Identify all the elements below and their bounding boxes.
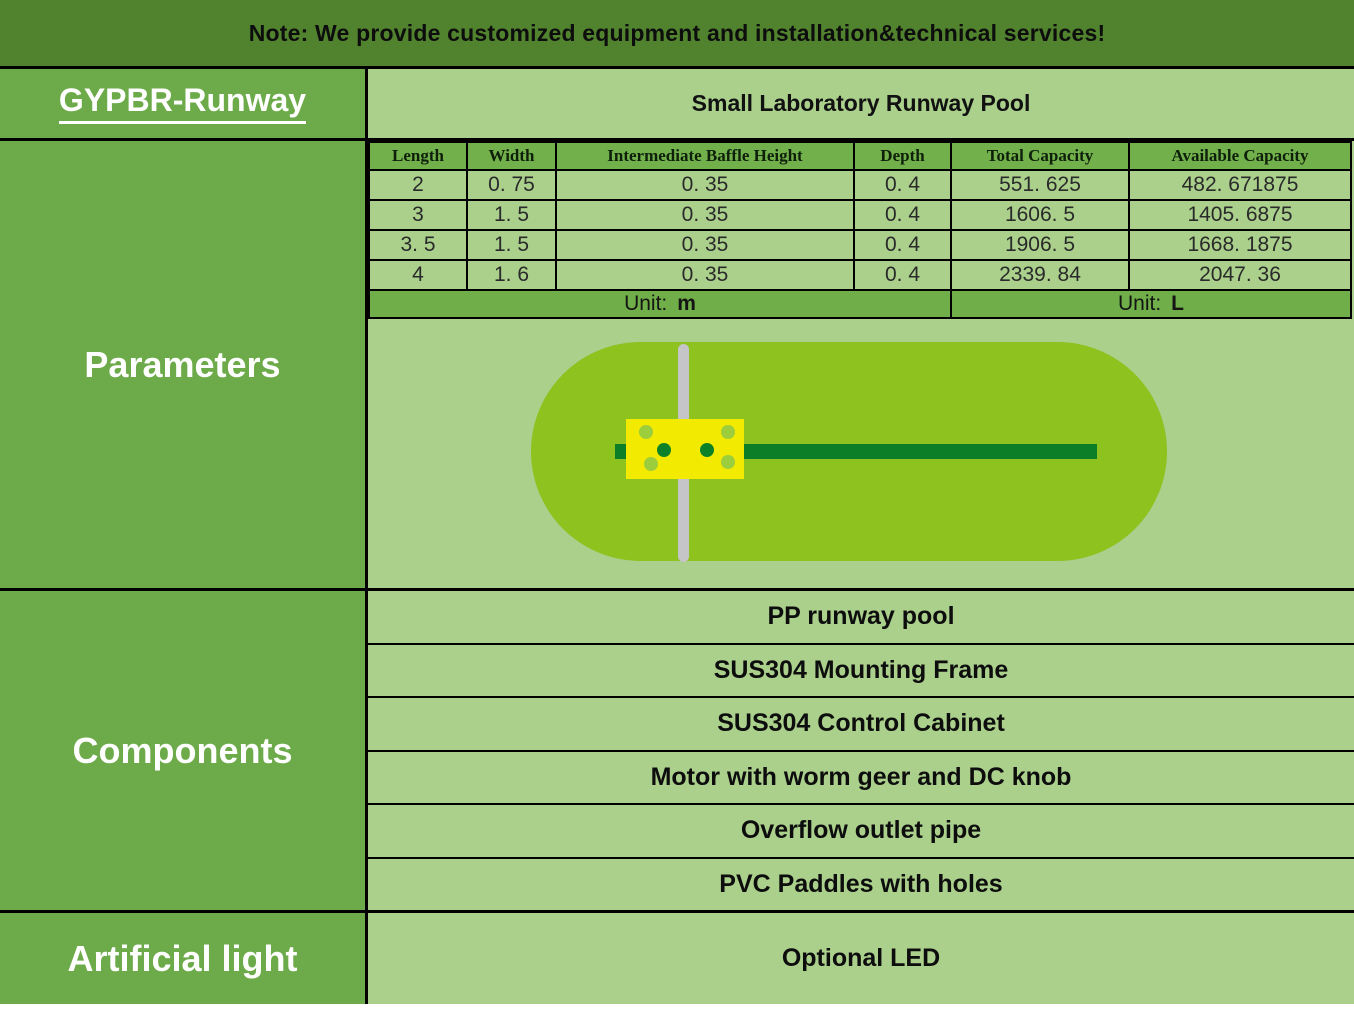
cell-length: 3 [368, 199, 468, 231]
table-row: 4 1. 6 0. 35 0. 4 2339. 84 2047. 36 [368, 259, 1352, 291]
col-header-baffle-height: Intermediate Baffle Height [555, 141, 855, 171]
unit-m-cell: Unit: m [368, 289, 952, 319]
cell-total-capacity: 1906. 5 [950, 229, 1130, 261]
artificial-light-label-cell: Artificial light [0, 913, 365, 1004]
model-name: GYPBR-Runway [58, 83, 307, 124]
components-row: Components PP runway pool SUS304 Mountin… [0, 591, 1354, 910]
parameters-label: Parameters [84, 343, 281, 385]
paddle-hole-dark [700, 443, 714, 457]
product-title: Small Laboratory Runway Pool [691, 90, 1031, 116]
component-row: SUS304 Control Cabinet [368, 698, 1354, 750]
component-label: SUS304 Control Cabinet [717, 709, 1005, 738]
parameters-table: Length Width Intermediate Baffle Height … [368, 141, 1352, 319]
bottom-strip [0, 1004, 1354, 1009]
component-row: SUS304 Mounting Frame [368, 644, 1354, 696]
artificial-light-label: Artificial light [67, 937, 298, 979]
col-header-available-capacity: Available Capacity [1128, 141, 1352, 171]
runway-pool-diagram [368, 319, 1354, 588]
table-header-row: Length Width Intermediate Baffle Height … [368, 141, 1352, 171]
model-name-cell: GYPBR-Runway [0, 69, 365, 138]
component-label: PVC Paddles with holes [719, 869, 1003, 898]
unit-l-value: L [1171, 292, 1184, 315]
components-label-cell: Components [0, 591, 365, 910]
cell-width: 1. 5 [466, 199, 557, 231]
col-header-width: Width [466, 141, 557, 171]
cell-baffle-height: 0. 35 [555, 169, 855, 201]
component-row: PP runway pool [368, 591, 1354, 643]
cell-depth: 0. 4 [853, 259, 952, 291]
artificial-light-row: Artificial light Optional LED [0, 913, 1354, 1004]
cell-length: 4 [368, 259, 468, 291]
artificial-light-value-cell: Optional LED [368, 913, 1354, 1004]
component-label: SUS304 Mounting Frame [713, 655, 1009, 684]
paddle-hole [721, 455, 735, 469]
unit-l-label: Unit: [1117, 292, 1162, 315]
unit-m-value: m [677, 292, 696, 315]
cell-baffle-height: 0. 35 [555, 259, 855, 291]
component-row: PVC Paddles with holes [368, 858, 1354, 910]
cell-length: 3. 5 [368, 229, 468, 261]
table-row: 3. 5 1. 5 0. 35 0. 4 1906. 5 1668. 1875 [368, 229, 1352, 261]
component-label: Overflow outlet pipe [740, 816, 982, 845]
unit-row: Unit: m Unit: L [368, 289, 1352, 319]
cell-available-capacity: 1405. 6875 [1128, 199, 1352, 231]
components-list: PP runway pool SUS304 Mounting Frame SUS… [368, 591, 1354, 910]
components-label: Components [72, 729, 293, 771]
cell-total-capacity: 1606. 5 [950, 199, 1130, 231]
cell-depth: 0. 4 [853, 229, 952, 261]
product-title-cell: Small Laboratory Runway Pool [368, 69, 1354, 138]
parameters-label-cell: Parameters [0, 141, 365, 588]
col-header-total-capacity: Total Capacity [950, 141, 1130, 171]
unit-m-label: Unit: [624, 292, 668, 315]
cell-available-capacity: 482. 671875 [1128, 169, 1352, 201]
table-row: 3 1. 5 0. 35 0. 4 1606. 5 1405. 6875 [368, 199, 1352, 231]
paddle-hole [644, 457, 658, 471]
paddle-wheel [626, 419, 744, 479]
parameters-content: Length Width Intermediate Baffle Height … [368, 141, 1354, 588]
cell-width: 0. 75 [466, 169, 557, 201]
cell-length: 2 [368, 169, 468, 201]
parameters-row: Parameters Length Width Intermediate Baf… [0, 141, 1354, 588]
cell-total-capacity: 2339. 84 [950, 259, 1130, 291]
component-row: Motor with worm geer and DC knob [368, 751, 1354, 803]
component-label: Motor with worm geer and DC knob [650, 762, 1072, 791]
paddle-hole [639, 425, 653, 439]
cell-total-capacity: 551. 625 [950, 169, 1130, 201]
cell-baffle-height: 0. 35 [555, 199, 855, 231]
cell-available-capacity: 1668. 1875 [1128, 229, 1352, 261]
unit-l-cell: Unit: L [950, 289, 1352, 319]
title-row: GYPBR-Runway Small Laboratory Runway Poo… [0, 69, 1354, 138]
cell-width: 1. 5 [466, 229, 557, 261]
col-header-depth: Depth [853, 141, 952, 171]
component-label: PP runway pool [767, 602, 955, 631]
paddle-hole-dark [657, 443, 671, 457]
cell-available-capacity: 2047. 36 [1128, 259, 1352, 291]
cell-depth: 0. 4 [853, 199, 952, 231]
cell-width: 1. 6 [466, 259, 557, 291]
note-banner: Note: We provide customized equipment an… [0, 0, 1354, 66]
col-header-length: Length [368, 141, 468, 171]
note-text: Note: We provide customized equipment an… [248, 19, 1106, 46]
cell-depth: 0. 4 [853, 169, 952, 201]
artificial-light-value: Optional LED [781, 944, 941, 972]
table-row: 2 0. 75 0. 35 0. 4 551. 625 482. 671875 [368, 169, 1352, 201]
component-row: Overflow outlet pipe [368, 805, 1354, 857]
paddle-hole [721, 425, 735, 439]
cell-baffle-height: 0. 35 [555, 229, 855, 261]
